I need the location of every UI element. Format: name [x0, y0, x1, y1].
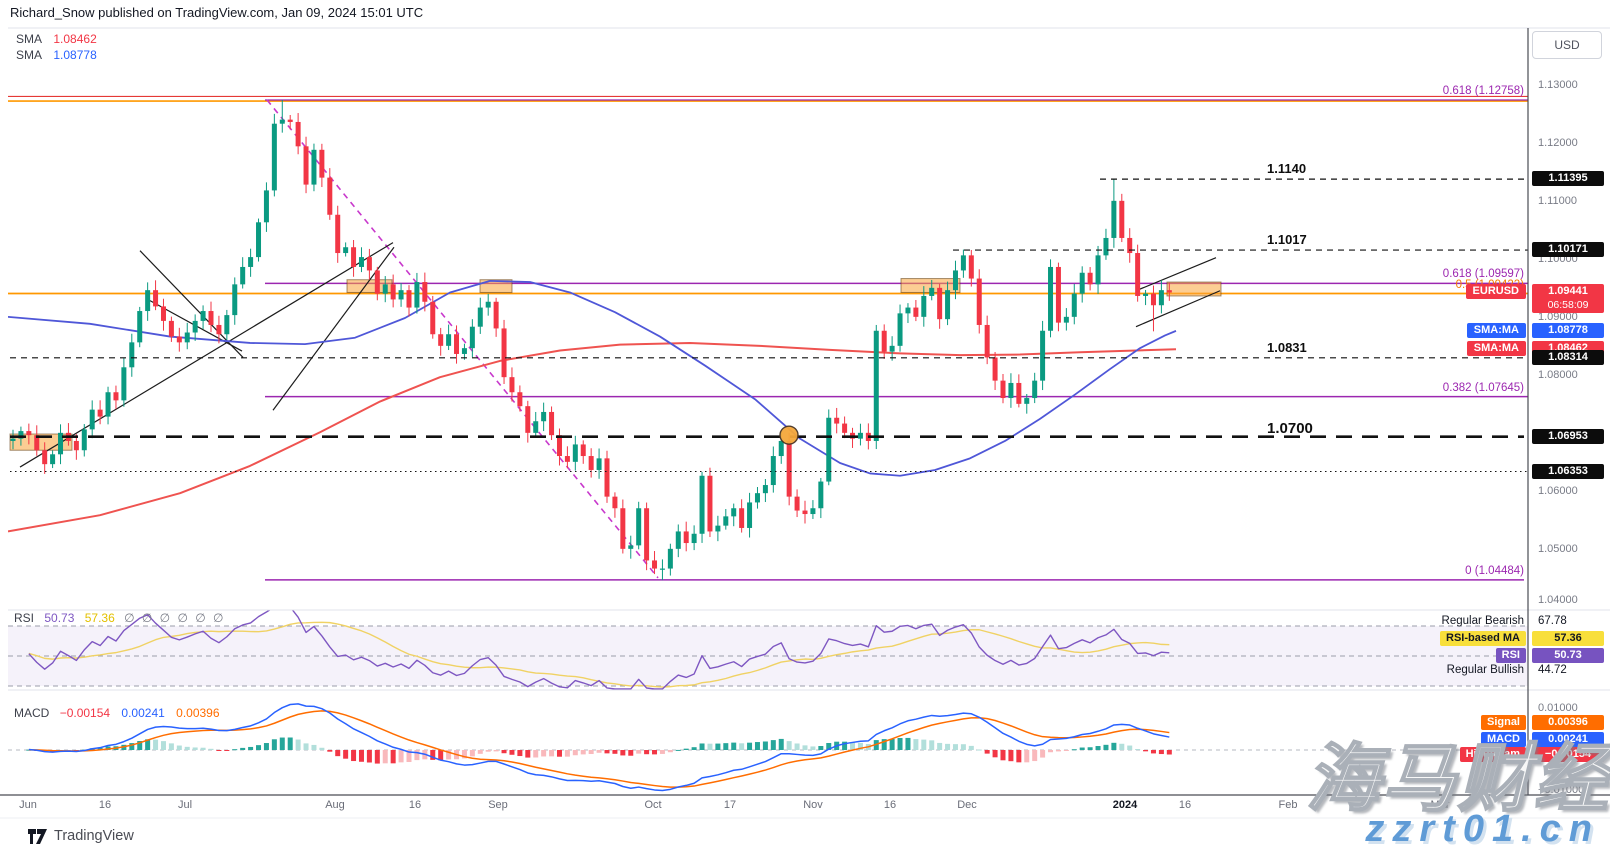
rsi-band-value: 67.78 — [1538, 615, 1567, 627]
time-axis-label: 17 — [723, 799, 737, 811]
fib-level-label: 0.618 (1.09597) — [1442, 268, 1524, 281]
fib-level-label: 0.618 (1.12758) — [1442, 85, 1524, 98]
rsi-title: RSI — [14, 611, 35, 625]
time-axis-label: Oct — [644, 799, 662, 811]
time-axis-label: 2024 — [1112, 799, 1138, 811]
rsi-band-label: Regular Bullish — [1446, 664, 1524, 676]
tradingview-brand[interactable]: TradingView — [28, 828, 134, 845]
price-level-label: 1.1140 — [1267, 161, 1307, 177]
series-float-label: EURUSD — [1465, 284, 1526, 300]
time-axis-label: Dec — [957, 799, 977, 811]
time-axis-label: Mar — [1430, 799, 1450, 811]
sma-legend-row-1[interactable]: SMA 1.08462 — [16, 32, 97, 49]
time-axis-label: Jul — [177, 799, 193, 811]
price-axis-label: 1.11000 — [1538, 195, 1577, 207]
price-axis-label: 1.13000 — [1538, 79, 1578, 91]
sma-legend: SMA 1.08462 SMA 1.08778 — [16, 32, 97, 65]
sma-value-blue: 1.08778 — [53, 48, 97, 62]
sma-label: SMA — [16, 48, 43, 62]
price-axis-label: 1.05000 — [1538, 543, 1578, 555]
price-axis-badge: 1.11395 — [1532, 171, 1604, 187]
sma-label: SMA — [16, 32, 43, 46]
fib-level-label: 0 (1.04484) — [1465, 564, 1524, 577]
time-axis-label: 16 — [883, 799, 897, 811]
rsi-badge-label: RSI — [1495, 648, 1526, 663]
rsi-legend[interactable]: RSI 50.73 57.36 ∅ ∅ ∅ ∅ ∅ ∅ — [14, 611, 226, 626]
macd-title: MACD — [14, 706, 50, 720]
rsi-band-value: 44.72 — [1538, 664, 1567, 676]
macd-badge-label: Signal — [1480, 715, 1526, 730]
price-axis-badge: 1.08314 — [1532, 349, 1604, 365]
price-axis-badge: 1.10171 — [1532, 242, 1604, 258]
rsi-value: 50.73 — [44, 611, 75, 625]
price-level-label: 1.0700 — [1267, 419, 1313, 437]
price-axis-label: 1.08000 — [1538, 369, 1578, 381]
macd-axis-label: −0.01000 — [1538, 784, 1585, 796]
macd-legend[interactable]: MACD −0.00154 0.00241 0.00396 — [14, 706, 220, 721]
rsi-ma-value: 57.36 — [84, 611, 115, 625]
rsi-band-label: Regular Bearish — [1441, 615, 1524, 627]
price-axis-label: 1.09000 — [1538, 311, 1578, 323]
series-float-label: SMA:MA — [1466, 341, 1526, 357]
time-axis-label: 16 — [1178, 799, 1192, 811]
macd-badge-value: −0.00154 — [1532, 747, 1604, 762]
time-axis-label: Nov — [803, 799, 823, 811]
tradingview-logo-icon — [28, 829, 47, 844]
macd-hist-value: −0.00154 — [59, 706, 111, 720]
time-axis-label: Feb — [1278, 799, 1298, 811]
fib-level-label: 0.382 (1.07645) — [1442, 381, 1524, 394]
macd-badge-label: MACD — [1481, 732, 1526, 747]
price-level-label: 1.1017 — [1267, 232, 1307, 248]
time-axis-label: Aug — [325, 799, 345, 811]
price-axis-label: 1.06000 — [1538, 485, 1578, 497]
macd-axis-label: 0.01000 — [1538, 702, 1578, 714]
rsi-hidden-values: ∅ ∅ ∅ ∅ ∅ ∅ — [124, 611, 226, 625]
rsi-badge-label: RSI-based MA — [1440, 631, 1526, 646]
sma-legend-row-2[interactable]: SMA 1.08778 — [16, 48, 97, 65]
time-axis-label: 16 — [98, 799, 112, 811]
macd-badge-value: 0.00396 — [1532, 715, 1604, 730]
tradingview-brand-text: TradingView — [54, 828, 134, 845]
macd-line-value: 0.00241 — [121, 706, 165, 720]
currency-button[interactable]: USD — [1532, 31, 1602, 59]
rsi-badge-value: 57.36 — [1532, 631, 1604, 646]
price-axis-badge: 1.09441 06:58:09 — [1532, 284, 1604, 314]
macd-badge-value: 0.00241 — [1532, 732, 1604, 747]
sma-value-red: 1.08462 — [53, 32, 97, 46]
price-axis-label: 1.12000 — [1538, 137, 1578, 149]
publish-attribution: Richard_Snow published on TradingView.co… — [10, 5, 424, 20]
price-axis-badge: 1.06353 — [1532, 463, 1604, 479]
price-axis-badge: 1.06953 — [1532, 428, 1604, 444]
macd-badge-label: Histogram — [1459, 747, 1526, 762]
time-axis-label: Sep — [488, 799, 508, 811]
time-axis-label: 16 — [408, 799, 422, 811]
macd-signal-value: 0.00396 — [176, 706, 220, 720]
price-axis-badge: 1.08778 — [1532, 322, 1604, 338]
series-float-label: SMA:MA — [1466, 322, 1526, 338]
price-level-label: 1.0831 — [1267, 339, 1307, 355]
rsi-badge-value: 50.73 — [1532, 648, 1604, 663]
price-axis-label: 1.04000 — [1538, 594, 1578, 606]
time-axis-label: Jun — [19, 799, 37, 811]
